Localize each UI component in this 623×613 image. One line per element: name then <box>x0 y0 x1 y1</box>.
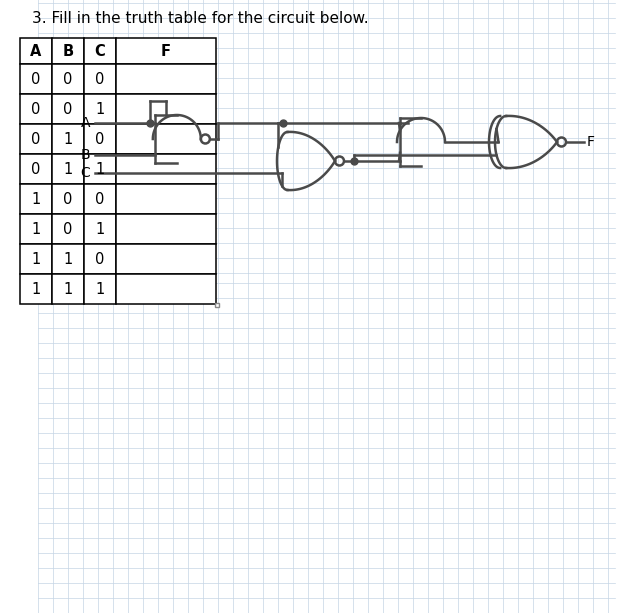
Text: 0: 0 <box>64 102 73 116</box>
Bar <box>84 64 116 94</box>
Text: 0: 0 <box>31 72 40 86</box>
Text: 1: 1 <box>95 102 105 116</box>
Bar <box>52 64 84 94</box>
Bar <box>20 274 52 304</box>
Bar <box>116 38 216 64</box>
Bar <box>52 38 84 64</box>
Text: C: C <box>95 44 105 58</box>
Bar <box>52 184 84 214</box>
Text: 0: 0 <box>95 132 105 147</box>
Text: 3. Fill in the truth table for the circuit below.: 3. Fill in the truth table for the circu… <box>32 11 369 26</box>
Text: 1: 1 <box>95 281 105 297</box>
Text: 1: 1 <box>31 221 40 237</box>
Bar <box>20 124 52 154</box>
Bar <box>52 154 84 184</box>
Text: 1: 1 <box>31 191 40 207</box>
Text: 0: 0 <box>31 102 40 116</box>
Text: A: A <box>80 116 90 130</box>
Bar <box>20 214 52 244</box>
Bar <box>116 184 216 214</box>
Text: 1: 1 <box>31 251 40 267</box>
Bar <box>84 214 116 244</box>
Bar <box>20 154 52 184</box>
Text: 0: 0 <box>31 161 40 177</box>
Bar <box>20 184 52 214</box>
Text: 1: 1 <box>31 281 40 297</box>
Text: C: C <box>80 166 90 180</box>
Text: 0: 0 <box>64 191 73 207</box>
Text: 0: 0 <box>64 221 73 237</box>
Bar <box>84 94 116 124</box>
Bar <box>52 214 84 244</box>
Bar <box>116 274 216 304</box>
Text: 0: 0 <box>64 72 73 86</box>
Text: B: B <box>80 148 90 162</box>
Text: 1: 1 <box>64 251 73 267</box>
Bar <box>116 214 216 244</box>
Text: 1: 1 <box>64 132 73 147</box>
Bar <box>52 244 84 274</box>
Text: F: F <box>161 44 171 58</box>
Bar <box>20 38 52 64</box>
Bar <box>84 184 116 214</box>
Bar <box>52 274 84 304</box>
Text: 0: 0 <box>31 132 40 147</box>
Bar <box>52 124 84 154</box>
Bar <box>116 124 216 154</box>
Text: 0: 0 <box>95 251 105 267</box>
Text: A: A <box>31 44 42 58</box>
Bar <box>116 94 216 124</box>
Bar <box>20 244 52 274</box>
Text: 1: 1 <box>64 281 73 297</box>
Text: 0: 0 <box>95 191 105 207</box>
Text: 1: 1 <box>95 221 105 237</box>
Text: B: B <box>62 44 74 58</box>
Bar <box>84 38 116 64</box>
Text: 1: 1 <box>64 161 73 177</box>
Bar <box>84 154 116 184</box>
Bar <box>116 64 216 94</box>
Text: 0: 0 <box>95 72 105 86</box>
Bar <box>84 274 116 304</box>
Text: 1: 1 <box>95 161 105 177</box>
Bar <box>116 244 216 274</box>
Bar <box>20 64 52 94</box>
Text: F: F <box>587 135 595 149</box>
Bar <box>20 94 52 124</box>
Bar <box>84 244 116 274</box>
Bar <box>116 154 216 184</box>
Bar <box>84 124 116 154</box>
Bar <box>52 94 84 124</box>
